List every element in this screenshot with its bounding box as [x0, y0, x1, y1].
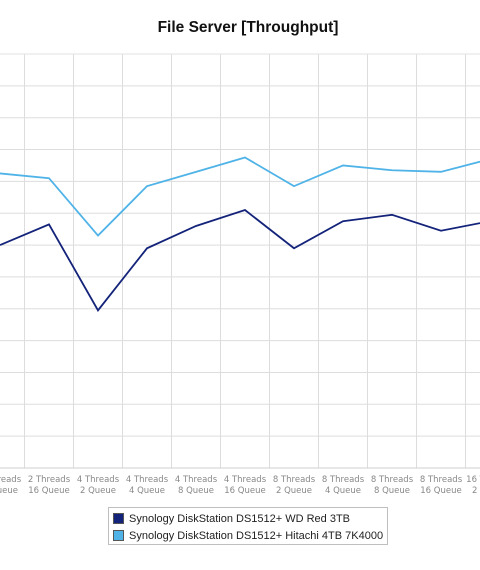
- x-tick-label: 4 Threads 4 Queue: [126, 475, 169, 496]
- legend-swatch-hitachi: [113, 530, 124, 541]
- x-tick-label: 8 Threads 16 Queue: [420, 475, 463, 496]
- legend-item-hitachi: Synology DiskStation DS1512+ Hitachi 4TB…: [113, 527, 383, 544]
- series-lines: [0, 156, 480, 312]
- legend: Synology DiskStation DS1512+ WD Red 3TB …: [108, 507, 388, 545]
- x-tick-label: 4 Threads 2 Queue: [77, 475, 120, 496]
- legend-label-wd-red: Synology DiskStation DS1512+ WD Red 3TB: [129, 512, 351, 525]
- x-tick-label: 2 Threads 16 Queue: [28, 475, 71, 496]
- x-tick-label: 4 Threads 16 Queue: [224, 475, 267, 496]
- legend-swatch-wd-red: [113, 513, 124, 524]
- x-tick-label: 8 Threads 4 Queue: [322, 475, 365, 496]
- x-tick-label: 4 Threads 8 Queue: [175, 475, 218, 496]
- x-tick-label: 8 Threads 2 Queue: [273, 475, 316, 496]
- x-tick-label: 8 Threads 8 Queue: [371, 475, 414, 496]
- legend-label-hitachi: Synology DiskStation DS1512+ Hitachi 4TB…: [129, 529, 384, 542]
- chart-title: File Server [Throughput]: [157, 19, 339, 36]
- series-line-0: [0, 209, 480, 312]
- grid: [0, 53, 480, 469]
- series-line-1: [0, 156, 480, 237]
- legend-item-wd-red: Synology DiskStation DS1512+ WD Red 3TB: [113, 510, 383, 527]
